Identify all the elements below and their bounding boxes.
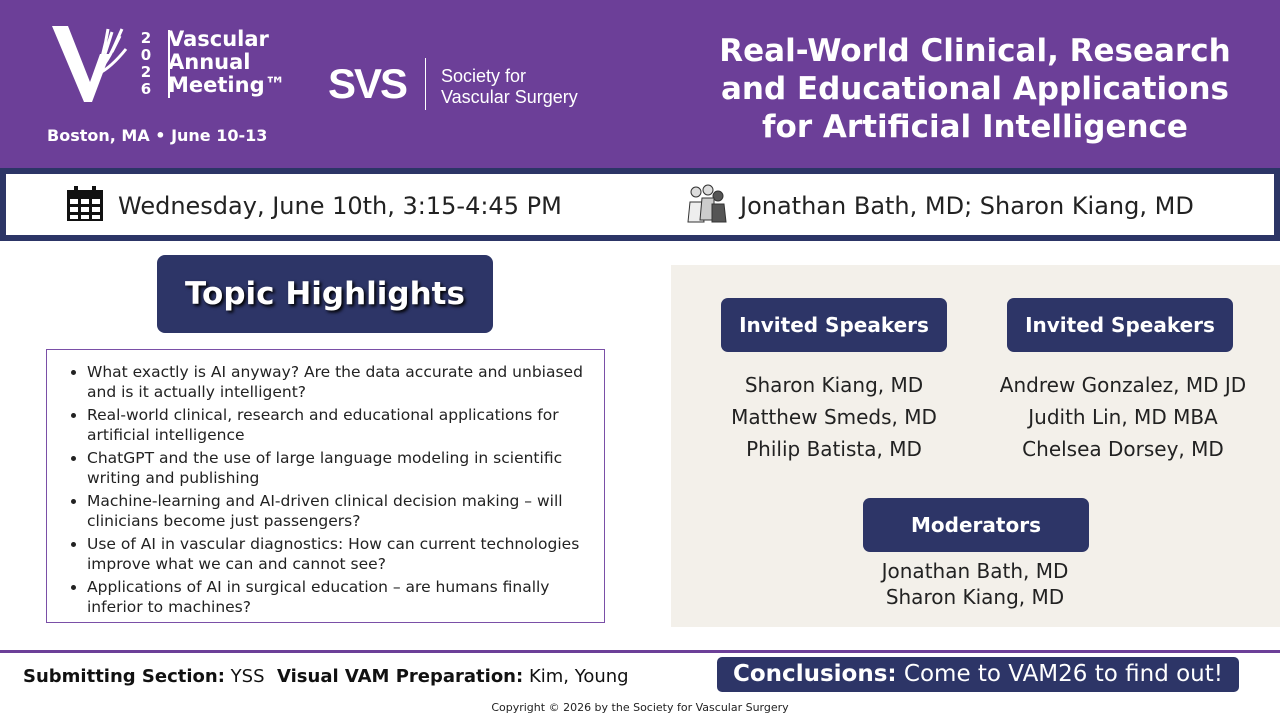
year-digit: 2 — [140, 29, 152, 47]
svs-name-line: Society for — [441, 66, 527, 86]
prep-value: Kim, Young — [528, 666, 629, 687]
logo-divider — [425, 58, 426, 110]
list-item: ChatGPT and the use of large language mo… — [87, 448, 584, 488]
people-group-icon — [687, 184, 727, 223]
conclusions-label: Conclusions: — [733, 661, 897, 687]
prep-label: Visual VAM Preparation: — [277, 666, 524, 687]
conclusions-box: Conclusions: Come to VAM26 to find out! — [717, 657, 1239, 692]
calendar-icon — [67, 186, 103, 221]
session-date: Wednesday, June 10th, 3:15-4:45 PM — [118, 192, 562, 220]
list-item: Applications of AI in surgical education… — [87, 577, 584, 617]
info-bar: Wednesday, June 10th, 3:15-4:45 PM Jonat… — [0, 168, 1280, 241]
meeting-line: Vascular — [168, 27, 269, 51]
speaker-name: Chelsea Dorsey, MD — [1022, 437, 1224, 461]
visual-prep: Visual VAM Preparation: Kim, Young — [277, 666, 629, 687]
moderator-list: Jonathan Bath, MD Sharon Kiang, MD — [823, 558, 1127, 610]
copyright: Copyright © 2026 by the Society for Vasc… — [491, 701, 789, 714]
moderator-name: Sharon Kiang, MD — [885, 585, 1065, 609]
speaker-name: Andrew Gonzalez, MD JD — [999, 373, 1247, 397]
meeting-name: Vascular Annual Meeting™ — [168, 28, 286, 97]
year-digit: 2 — [140, 63, 152, 81]
footer-divider — [0, 650, 1280, 653]
list-item: Real-world clinical, research and educat… — [87, 405, 584, 445]
speaker-name: Philip Batista, MD — [746, 437, 922, 461]
section-label: Submitting Section: — [23, 666, 225, 687]
topic-list: What exactly is AI anyway? Are the data … — [46, 349, 605, 623]
section-value: YSS — [230, 666, 265, 687]
year-vertical: 2 0 2 6 — [140, 30, 170, 98]
speakers-panel: Invited Speakers Sharon Kiang, MD Matthe… — [671, 265, 1280, 627]
location: Boston, MA • June 10-13 — [47, 126, 268, 145]
list-item: What exactly is AI anyway? Are the data … — [87, 362, 584, 402]
speaker-name: Matthew Smeds, MD — [731, 405, 937, 429]
speaker-name: Sharon Kiang, MD — [744, 373, 924, 397]
year-digit: 6 — [140, 80, 152, 98]
invited-speakers-heading: Invited Speakers — [721, 298, 947, 352]
conclusions-value: Come to VAM26 to find out! — [903, 661, 1223, 687]
header-banner: 2 0 2 6 Vascular Annual Meeting™ Boston,… — [0, 0, 1280, 168]
moderator-name: Jonathan Bath, MD — [881, 559, 1069, 583]
session-title: Real-World Clinical, Research and Educat… — [719, 33, 1231, 145]
speaker-list-2: Andrew Gonzalez, MD JD Judith Lin, MD MB… — [971, 369, 1275, 465]
meeting-line: Meeting™ — [168, 73, 286, 97]
organizers: Jonathan Bath, MD; Sharon Kiang, MD — [740, 192, 1194, 220]
invited-speakers-heading: Invited Speakers — [1007, 298, 1233, 352]
list-item: Machine-learning and AI-driven clinical … — [87, 491, 584, 531]
moderators-heading: Moderators — [863, 498, 1089, 552]
vam-logo-icon — [52, 26, 128, 102]
year-digit: 0 — [140, 46, 152, 64]
submitting-section: Submitting Section: YSS — [23, 666, 265, 687]
topic-highlights-heading: Topic Highlights — [157, 255, 493, 333]
speaker-list-1: Sharon Kiang, MD Matthew Smeds, MD Phili… — [691, 369, 977, 465]
speaker-name: Judith Lin, MD MBA — [1028, 405, 1218, 429]
list-item: Use of AI in vascular diagnostics: How c… — [87, 534, 584, 574]
svs-logo: SVS — [328, 60, 408, 107]
meeting-line: Annual — [168, 50, 251, 74]
svs-name-line: Vascular Surgery — [441, 87, 578, 107]
svs-name: Society for Vascular Surgery — [441, 66, 578, 108]
